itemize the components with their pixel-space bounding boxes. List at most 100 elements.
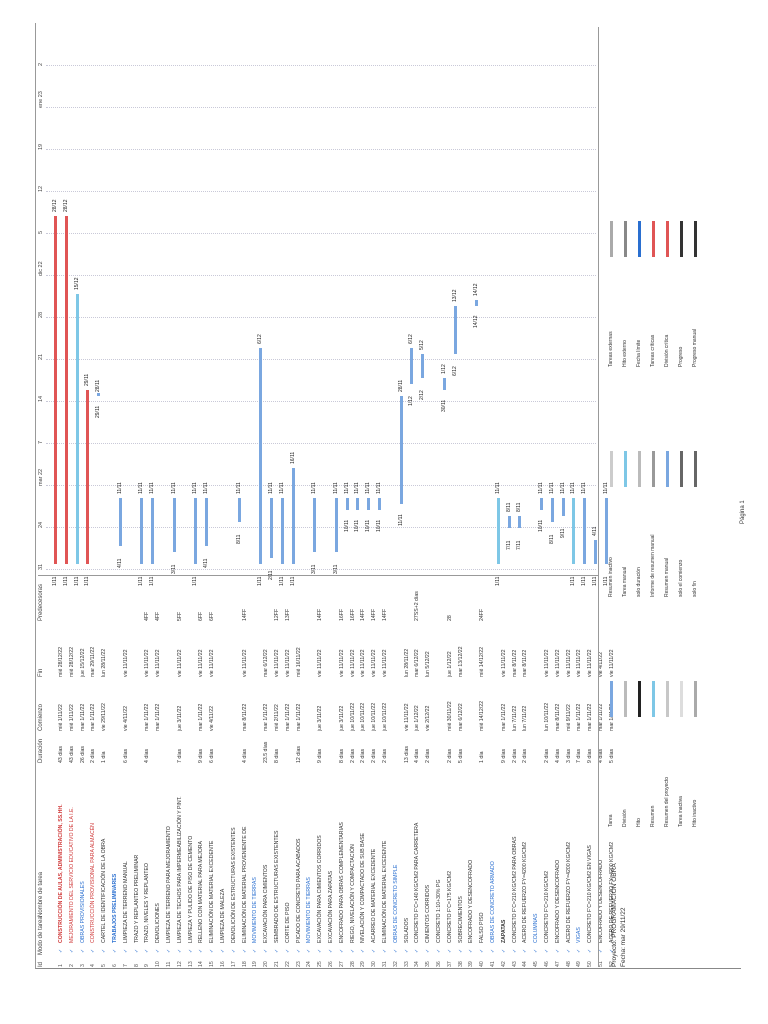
gantt-bar[interactable]: [54, 216, 57, 564]
task-row[interactable]: 34 ✓ CONCRETO F'C=140 KG/CM2 PARA CARRETER…: [413, 577, 421, 967]
task-end: jue 15/12/22: [79, 648, 86, 677]
task-row[interactable]: 29 ✓ NIVELACIÓN Y COMPACTADO DE SUB BASE 2 …: [359, 577, 367, 967]
task-row[interactable]: 48 ✓ ACERO DE REFUERZO FY=4200 KG/CM2 3 día…: [565, 577, 573, 968]
gantt-bar[interactable]: [496, 498, 500, 564]
task-row[interactable]: 18 ✓ ELIMINACIÓN DE MATERIAL PROVENIENTE D…: [241, 577, 249, 967]
task-row[interactable]: 24 ✓ MOVIMIENTO DE TIERRAS: [305, 577, 313, 967]
gantt-bar[interactable]: [259, 348, 263, 564]
gantt-bar[interactable]: [64, 216, 68, 564]
task-row[interactable]: 38 ✓ SOBRECIMIENTOS 5 días mar 6/12/22 mar 13…: [457, 577, 465, 967]
gantt-bar[interactable]: [97, 393, 101, 396]
task-row[interactable]: 44 ✓ ACERO DE REFUERZO FY=4200 KG/CM2 2 día…: [521, 577, 529, 967]
task-row[interactable]: 11 ✓ LIMPIEZA DE TERRENO PARA MEJORAMIENTO: [165, 577, 173, 967]
gantt-bar[interactable]: [151, 498, 155, 564]
task-row[interactable]: 30 ✓ ACARREO DE MATERIAL EXCEDENTE 2 días ju…: [370, 577, 378, 967]
task-row[interactable]: 42 ✓ ZAPATAS 9 días mar 1/11/22 vie 11/11/22: [500, 577, 508, 968]
task-mode-icon: ✓: [166, 948, 172, 953]
gantt-bar[interactable]: [280, 498, 284, 564]
task-row[interactable]: 8 ✓ TRAZO Y REPLANTEO PRELIMINAR: [133, 577, 141, 967]
gantt-bar[interactable]: [140, 498, 144, 564]
task-row[interactable]: 4 ✓ CONSTRUCCIÓN PROVISIONAL PARA ALMACÉN 2…: [89, 577, 97, 967]
gantt-bar[interactable]: [453, 306, 457, 354]
task-row[interactable]: 10 ✓ DEMOLICIONES mar 1/11/22 vie 11/11/22 4F…: [154, 577, 162, 967]
legend-swatch: [680, 221, 683, 257]
gantt-bar[interactable]: [356, 498, 360, 510]
task-row[interactable]: 33 ✓ SOLADOS 13 días vie 11/11/22 lun 28/11/2…: [403, 577, 411, 967]
task-name: RELLENO CON MATERIAL PARA MEJORA: [198, 841, 205, 943]
task-row[interactable]: 25 ✓ EXCAVACIÓN PARA CIMIENTOS CORRIDOS 9 d…: [316, 577, 324, 967]
gantt-bar[interactable]: [518, 516, 522, 528]
task-row[interactable]: 49 ✓ VIGAS 7 días mar 1/11/22 vie 11/11/22: [575, 577, 583, 968]
task-row[interactable]: 28 ✓ RIEGO, NIVELACIÓN Y COMPACTACIÓN 2 día…: [349, 577, 357, 967]
task-row[interactable]: 13 ✓ LIMPIEZA Y PULIDO DE PISO DE CEMENTO: [187, 577, 195, 967]
gantt-bar[interactable]: [410, 348, 414, 384]
gantt-bar[interactable]: [334, 498, 338, 552]
gantt-bar[interactable]: [594, 540, 597, 564]
gantt-bar[interactable]: [75, 294, 79, 564]
task-row[interactable]: 27 ✓ ENCOFRADO PARA OBRAS COMPLEMENTARIAS 8…: [338, 577, 346, 967]
task-row[interactable]: 21 ✓ SEMBRADO DE ESTRUCTURAS EXISTENTES 8 d…: [273, 577, 281, 967]
gantt-bar[interactable]: [442, 378, 446, 390]
task-mode-icon: ✓: [522, 948, 529, 953]
task-row[interactable]: 1 ✓ CONSTRUCCIÓN DE AULAS, ADMINISTRACIÓN,…: [57, 577, 65, 967]
gantt-bar[interactable]: [583, 498, 587, 564]
task-row[interactable]: 40 ✓ FALSO PISO 1 día mié 14/12/22 mié 14/12/…: [478, 577, 486, 967]
gantt-bar[interactable]: [291, 468, 295, 564]
gantt-bar[interactable]: [399, 396, 403, 504]
gantt-bar[interactable]: [270, 498, 273, 558]
gantt-bar[interactable]: [237, 498, 241, 522]
task-row[interactable]: 5 ✓ CARTEL DE IDENTIFICACIÓN DE LA OBRA 1 d…: [100, 577, 108, 967]
task-row[interactable]: 36 ✓ CONCRETO 1:10+30% PG: [435, 577, 443, 967]
task-row[interactable]: 15 ✓ ELIMINACIÓN DE MATERIAL EXCEDENTE 6 dí…: [208, 577, 216, 967]
gantt-bar[interactable]: [507, 516, 511, 528]
task-row[interactable]: 32 ✓ OBRAS DE CONCRETO SIMPLE: [392, 577, 400, 967]
task-row[interactable]: 45 ✓ COLUMNAS: [532, 577, 540, 967]
task-row[interactable]: 14 ✓ RELLENO CON MATERIAL PARA MEJORA 9 día…: [197, 577, 205, 967]
gantt-bar[interactable]: [172, 498, 176, 552]
task-row[interactable]: 43 ✓ CONCRETO F'C=210 KG/CM2 PARA OBRAS 2 d…: [511, 577, 519, 967]
task-row[interactable]: 41 ✓ OBRAS DE CONCRETO ARMADO: [489, 577, 497, 967]
task-row[interactable]: 17 ✓ DEMOLICIÓN DE ESTRUCTURAS EXISTENTES: [230, 577, 238, 967]
gantt-bar[interactable]: [313, 498, 317, 552]
gantt-bar[interactable]: [572, 498, 576, 564]
gantt-bar[interactable]: [194, 498, 198, 564]
task-row[interactable]: 22 ✓ CORTE DE PISO mar 1/11/22 vie 11/11/22 1…: [284, 577, 292, 967]
task-row[interactable]: 26 ✓ EXCAVACIÓN PARA ZAPATAS: [327, 577, 335, 967]
task-name: TRAZO, NIVELES Y REPLANTEO: [144, 863, 151, 943]
task-row[interactable]: 39 ✓ ENCOFRADO Y DESENCOFRADO: [467, 577, 475, 967]
task-row[interactable]: 3 ✓ OBRAS PROVISIONALES 26 días mar 1/11/22 j…: [79, 577, 87, 967]
gantt-bar[interactable]: [378, 498, 381, 510]
task-row[interactable]: 16 ✓ LIMPIEZA DE MALEZA: [219, 577, 227, 967]
task-id: 21: [274, 961, 280, 967]
gantt-bar[interactable]: [421, 354, 425, 378]
gantt-bar[interactable]: [475, 300, 479, 306]
task-start: mar 1/11/22: [263, 703, 270, 731]
task-row[interactable]: 31 ✓ ELIMINACIÓN DE MATERIAL EXCEDENTE 2 dí…: [381, 577, 389, 967]
task-row[interactable]: 9 ✓ TRAZO, NIVELES Y REPLANTEO 4 días mar 1/…: [143, 577, 151, 967]
task-row[interactable]: 47 ✓ ENCOFRADO Y DESENCOFRADO 4 días mar 8/1…: [554, 577, 562, 968]
task-id: 43: [511, 961, 518, 967]
gantt-bar[interactable]: [345, 498, 349, 510]
gantt-bar[interactable]: [561, 498, 565, 516]
gantt-bar[interactable]: [540, 498, 543, 510]
task-row[interactable]: 50 ✓ CONCRETO F'C=210 KG/CM2 EN VIGAS 9 día…: [586, 577, 594, 968]
task-row[interactable]: 2 ✓ MEJORAMIENTO DEL SERVICIO EDUCATIVO DE…: [68, 577, 76, 967]
gantt-bar[interactable]: [205, 498, 209, 546]
task-row[interactable]: 46 ✓ CONCRETO F'C=210 KG/CM2 2 días lun 10/1…: [543, 577, 551, 968]
task-row[interactable]: 7 ✓ LIMPIEZA DE TERRENO MANUAL 6 días vie 4/…: [122, 577, 130, 968]
gantt-bar[interactable]: [118, 498, 122, 546]
gantt-bar[interactable]: [367, 498, 371, 510]
task-row[interactable]: 35 ✓ CIMIENTOS CORRIDOS 2 días vie 2/12/22 lu…: [424, 577, 432, 967]
task-row[interactable]: 23 ✓ PICADO DE CONCRETO PARA ACABADOS 12 dí…: [295, 577, 303, 967]
task-name: EXCAVACIÓN PARA CIMIENTOS: [263, 864, 270, 943]
bar-start-label: 6/12: [451, 366, 458, 376]
task-row[interactable]: 19 ✓ MOVIMIENTO DE TIERRAS: [251, 577, 259, 967]
task-row[interactable]: 20 ✓ EXCAVACIÓN PARA CIMIENTOS 23.5 días mar…: [262, 577, 270, 967]
task-id: 26: [328, 961, 334, 967]
task-row[interactable]: 37 ✓ CONCRETO F'C=175 KG/CM2 2 días mié 30/1…: [446, 577, 454, 967]
task-row[interactable]: 12 ✓ LIMPIEZA DE TECHOS PARA IMPERMEABILIZ…: [176, 577, 184, 967]
timescale-tick: 5: [38, 230, 44, 234]
task-row[interactable]: 6 ✓ TRABAJOS PRELIMINARES: [111, 577, 119, 967]
gantt-bar[interactable]: [86, 390, 90, 564]
gantt-bar[interactable]: [550, 498, 554, 522]
